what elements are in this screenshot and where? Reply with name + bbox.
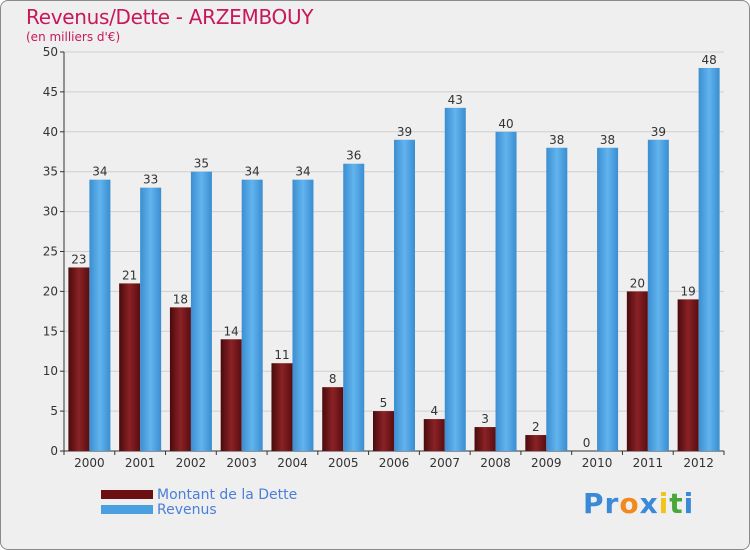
x-tick-label: 2011	[633, 456, 664, 470]
data-label-dette: 4	[430, 404, 438, 418]
x-tick-label: 2000	[74, 456, 105, 470]
chart-subtitle: (en milliers d'€)	[26, 30, 121, 44]
x-tick-label: 2006	[379, 456, 410, 470]
bar-dette	[119, 283, 141, 451]
data-label-dette: 2	[532, 420, 540, 434]
bar-revenus	[495, 131, 517, 452]
bar-dette	[271, 363, 293, 451]
data-label-revenus: 38	[600, 133, 615, 147]
legend: Montant de la Dette Revenus	[101, 486, 298, 518]
data-label-dette: 21	[122, 268, 137, 282]
data-label-revenus: 39	[397, 125, 412, 139]
logo-letter: i	[658, 487, 670, 520]
x-tick-label: 2004	[277, 456, 308, 470]
bar-revenus	[597, 147, 619, 451]
y-tick-label: 40	[43, 125, 58, 139]
bar-revenus	[698, 67, 720, 452]
x-tick-label: 2002	[176, 456, 207, 470]
data-label-dette: 20	[630, 276, 645, 290]
x-tick-label: 2007	[429, 456, 460, 470]
y-tick-label: 0	[50, 444, 58, 458]
y-tick-label: 45	[43, 85, 58, 99]
x-tick-label: 2010	[582, 456, 613, 470]
logo-letter: o	[619, 487, 640, 520]
x-tick-label: 2009	[531, 456, 562, 470]
bar-dette	[626, 291, 648, 451]
legend-swatch-dette	[101, 490, 153, 499]
x-tick-label: 2001	[125, 456, 156, 470]
bar-dette	[373, 411, 394, 451]
data-label-dette: 23	[71, 252, 86, 266]
bar-revenus	[647, 139, 669, 451]
bar-revenus	[140, 187, 162, 451]
bar-revenus	[394, 139, 415, 451]
bar-dette	[169, 307, 191, 451]
logo-letter: x	[639, 487, 659, 520]
legend-item-revenus: Revenus	[101, 501, 297, 518]
data-label-revenus: 35	[194, 157, 209, 171]
chart-title: Revenus/Dette - ARZEMBOUY	[26, 5, 314, 29]
data-label-dette: 18	[173, 292, 188, 306]
bar-revenus	[190, 171, 212, 451]
bar-dette	[68, 267, 90, 451]
data-label-dette: 3	[481, 412, 489, 426]
bars	[68, 67, 720, 452]
data-label-revenus: 39	[651, 125, 666, 139]
legend-label-revenus: Revenus	[157, 501, 217, 518]
bar-dette	[525, 435, 547, 451]
data-label-dette: 19	[680, 284, 695, 298]
bar-revenus	[343, 163, 365, 451]
bar-revenus	[546, 147, 568, 451]
data-label-revenus: 38	[549, 133, 564, 147]
logo-letter: i	[683, 487, 695, 520]
legend-swatch-revenus	[101, 505, 153, 514]
logo-letter: t	[669, 487, 684, 520]
x-tick-label: 2005	[328, 456, 359, 470]
data-label-dette: 14	[224, 324, 239, 338]
bar-revenus	[241, 179, 263, 451]
legend-label-dette: Montant de la Dette	[157, 486, 298, 503]
x-tick-label: 2008	[480, 456, 511, 470]
legend-item-dette: Montant de la Dette	[101, 486, 298, 503]
bar-dette	[322, 387, 344, 451]
y-tick-label: 25	[43, 245, 58, 259]
data-label-revenus: 40	[498, 117, 513, 131]
logo-letter: P	[583, 487, 605, 520]
data-labels: 23 34 21 33 18 35 14 34 11 34 8 36 5 39 4 43 3 40 2 38 0 38 20…	[71, 53, 717, 450]
bar-revenus	[444, 107, 466, 452]
x-tick-label: 2003	[226, 456, 257, 470]
y-tick-label: 5	[50, 404, 58, 418]
y-tick-label: 15	[43, 324, 58, 338]
y-tick-label: 30	[43, 205, 58, 219]
data-label-dette: 8	[329, 372, 337, 386]
bar-dette	[677, 299, 699, 451]
data-label-revenus: 34	[92, 165, 107, 179]
bar-dette	[220, 339, 242, 451]
data-label-revenus: 34	[245, 165, 260, 179]
data-label-revenus: 43	[448, 93, 463, 107]
y-tick-label: 50	[43, 45, 58, 59]
bar-revenus	[89, 179, 111, 451]
data-label-revenus: 36	[346, 149, 361, 163]
y-tick-label: 10	[43, 364, 58, 378]
data-label-dette: 5	[380, 396, 388, 410]
bar-revenus	[292, 179, 314, 451]
data-label-dette: 0	[583, 436, 591, 450]
y-tick-label: 20	[43, 284, 58, 298]
data-label-revenus: 33	[143, 173, 158, 187]
data-label-revenus: 48	[701, 53, 716, 67]
bar-dette	[474, 427, 496, 451]
bar-dette	[423, 419, 445, 451]
logo-letter: r	[604, 487, 620, 520]
x-tick-label: 2012	[683, 456, 714, 470]
data-label-revenus: 34	[295, 165, 310, 179]
y-tick-label: 35	[43, 165, 58, 179]
proxiti-logo: Proxiti	[583, 487, 694, 520]
data-label-dette: 11	[274, 348, 289, 362]
